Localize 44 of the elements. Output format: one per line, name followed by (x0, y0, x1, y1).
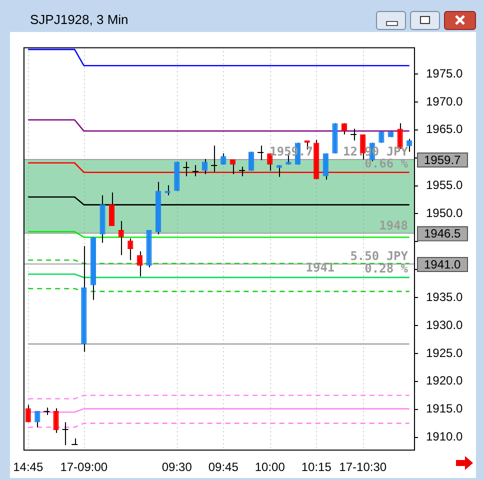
candlestick (350, 128, 358, 142)
x-tick-label: 10:00 (254, 460, 286, 474)
candlestick (62, 422, 69, 446)
annotation: 0.28 % (364, 261, 409, 276)
x-tick-label: 10:15 (301, 460, 332, 474)
candlestick (71, 438, 78, 445)
y-tick-label: 1935.0 (426, 290, 464, 304)
annotation: 0.66 % (364, 156, 409, 170)
annotation: 5.50 JPY (350, 249, 409, 264)
candlestick (406, 138, 412, 152)
candlestick (53, 408, 59, 434)
chart-title: SJPJ1928, 3 Min (30, 12, 128, 27)
x-tick-label: 17-10:30 (339, 460, 387, 474)
x-tick-label: 09:45 (208, 460, 239, 474)
ref-line-label: 1941.0 (424, 257, 462, 272)
candlestick (202, 158, 208, 175)
candlestick (322, 152, 328, 180)
ref-line-label: 1946.5 (424, 226, 462, 241)
y-tick-label: 1915.0 (426, 402, 464, 416)
y-tick-label: 1970.0 (426, 94, 464, 108)
ref-line-label: 1959.7 (424, 152, 462, 167)
candlestick (118, 220, 124, 256)
y-tick-label: 1950.0 (426, 206, 464, 220)
candlestick (182, 161, 190, 177)
candlestick (128, 238, 134, 261)
candlestick (34, 410, 40, 428)
y-tick-label: 1975.0 (426, 66, 464, 80)
y-tick-label: 1955.0 (426, 178, 464, 192)
y-tick-label: 1920.0 (426, 374, 464, 388)
x-tick-label: 17-09:00 (60, 460, 108, 474)
y-tick-label: 1930.0 (426, 318, 464, 332)
x-tick-label: 09:30 (162, 460, 192, 474)
annotation: 1948 (379, 218, 408, 232)
candlestick (257, 145, 264, 161)
y-tick-label: 1925.0 (426, 346, 464, 360)
x-tick-label: 14:45 (13, 460, 44, 474)
candlestick (136, 250, 142, 277)
y-tick-label: 1965.0 (426, 122, 464, 136)
candlestick (210, 145, 218, 172)
candlestick (43, 407, 50, 416)
candlestick (192, 164, 199, 177)
annotation: 1941 (306, 260, 335, 274)
candlestick (238, 166, 246, 177)
y-tick-label: 1910.0 (426, 430, 464, 444)
